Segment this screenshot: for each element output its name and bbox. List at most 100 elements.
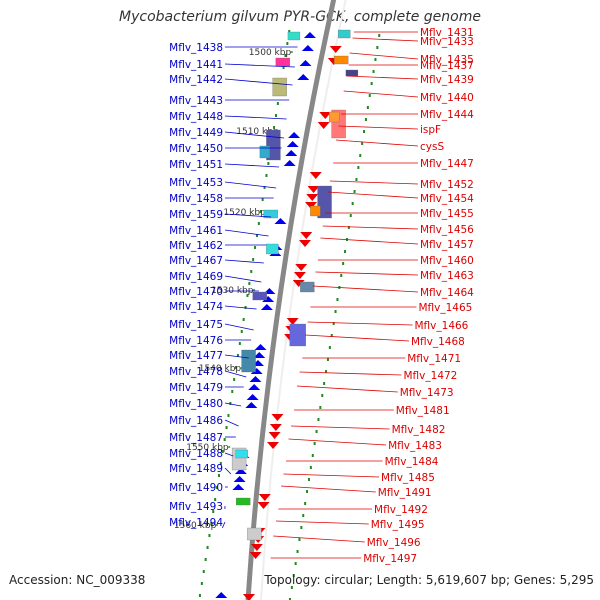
inner-track-dot [214, 498, 217, 501]
kbp-tick-label: 1520 kbp [223, 208, 266, 218]
inner-track-dot [248, 282, 251, 285]
reverse-gene-label: Mflv_1454 [420, 193, 474, 205]
gene-feature-box [317, 185, 332, 219]
forward-gene-arrow [288, 132, 301, 138]
reverse-gene-label: Mflv_1468 [411, 336, 465, 348]
reverse-gene-label: Mflv_1447 [420, 158, 474, 170]
reverse-gene-label: Mflv_1481 [396, 405, 450, 417]
reverse-gene-leader [307, 321, 413, 326]
reverse-gene-leader [315, 271, 419, 276]
reverse-gene-label: Mflv_1484 [385, 456, 439, 468]
outer-track-dot [290, 586, 293, 589]
forward-gene-label: Mflv_1459 [169, 209, 223, 221]
reverse-gene-leader [322, 225, 419, 230]
gene-feature-box [266, 243, 279, 255]
outer-track-dot [311, 454, 314, 457]
outer-track-dot [326, 358, 329, 361]
outer-track-dot [378, 34, 381, 37]
forward-gene-label: Mflv_1469 [169, 271, 223, 283]
forward-gene-arrow [283, 160, 296, 166]
gene-feature-box [247, 527, 262, 541]
reverse-gene-label: Mflv_1444 [420, 109, 474, 121]
forward-gene-arrow [234, 468, 247, 474]
forward-gene-leader [224, 452, 234, 457]
forward-gene-label: Mflv_1478 [169, 366, 223, 378]
reverse-gene-label: Mflv_1472 [404, 370, 458, 382]
reverse-gene-arrow [271, 414, 284, 421]
reverse-gene-arrow [306, 194, 319, 201]
reverse-gene-label: Mflv_1439 [420, 74, 474, 86]
inner-track-dot [261, 198, 264, 201]
reverse-gene-label: Mflv_1466 [415, 320, 469, 332]
inner-track-dot [223, 438, 226, 441]
reverse-gene-label: Mflv_1491 [378, 487, 432, 499]
reverse-gene-label: Mflv_1483 [388, 440, 442, 452]
gene-feature-box [275, 57, 290, 67]
reverse-gene-leader [329, 180, 419, 185]
forward-gene-arrow [232, 484, 245, 490]
reverse-gene-leader [299, 371, 402, 376]
outer-track-dot [315, 430, 318, 433]
inner-track-dot [198, 594, 201, 597]
outer-track-dot [351, 202, 354, 205]
forward-gene-label: Mflv_1467 [169, 255, 223, 267]
outer-track-dot [332, 322, 335, 325]
forward-gene-arrow [249, 376, 262, 382]
outer-track-dot [342, 262, 345, 265]
forward-gene-label: Mflv_1487 [169, 432, 223, 444]
gene-feature-box [263, 209, 278, 219]
outer-track-dot [366, 106, 369, 109]
reverse-gene-arrow [309, 172, 322, 179]
reverse-gene-leader [281, 485, 376, 493]
reverse-gene-arrow [319, 112, 332, 119]
forward-gene-label: Mflv_1461 [169, 225, 223, 237]
forward-gene-label: Mflv_1474 [169, 301, 223, 313]
reverse-gene-leader [276, 520, 369, 525]
outer-track-dot [307, 478, 310, 481]
reverse-gene-leader [288, 438, 387, 446]
reverse-gene-leader [327, 191, 419, 199]
outer-track-dot [349, 214, 352, 217]
reverse-gene-label: Mflv_1463 [420, 270, 474, 282]
inner-track-dot [227, 414, 230, 417]
reverse-gene-label: Mflv_1495 [371, 519, 425, 531]
forward-gene-leader [224, 323, 254, 331]
forward-gene-leader [221, 521, 226, 529]
reverse-gene-arrow [292, 280, 305, 287]
forward-gene-leader [224, 181, 277, 189]
gene-feature-box [338, 29, 351, 39]
reverse-gene-arrow [300, 232, 313, 239]
inner-track-dot [233, 378, 236, 381]
gene-feature-box [272, 77, 287, 97]
reverse-gene-arrow [250, 544, 263, 551]
reverse-gene-label: Mflv_1452 [420, 179, 474, 191]
gene-feature-box [259, 145, 271, 159]
inner-track-dot [252, 258, 255, 261]
forward-gene-label: Mflv_1443 [169, 95, 223, 107]
forward-gene-label: Mflv_1470 [169, 286, 223, 298]
backbone-line [245, 0, 337, 600]
reverse-gene-label: Mflv_1460 [420, 255, 474, 267]
reverse-gene-label: Mflv_1464 [420, 287, 474, 299]
kbp-tick-label: 1560 kbp [174, 521, 217, 531]
reverse-gene-leader [320, 237, 419, 245]
kbp-tick-label: 1550 kbp [186, 443, 229, 453]
gene-feature-box [287, 31, 301, 41]
reverse-gene-label: Mflv_1437 [420, 60, 474, 72]
forward-gene-label: Mflv_1451 [169, 159, 223, 171]
forward-gene-leader [224, 131, 285, 139]
inner-track-dot [235, 366, 238, 369]
reverse-gene-label: Mflv_1435 [420, 54, 474, 66]
forward-gene-leader [224, 275, 262, 283]
forward-gene-arrow [254, 344, 267, 350]
reverse-gene-label: Mflv_1456 [420, 224, 474, 236]
inner-track-dot [238, 342, 241, 345]
reverse-gene-label: Mflv_1455 [420, 208, 474, 220]
outer-track-dot [361, 142, 364, 145]
forward-gene-arrow [285, 150, 298, 156]
forward-gene-label: Mflv_1494 [169, 517, 223, 529]
forward-gene-leader [224, 305, 257, 310]
forward-gene-leader [224, 213, 272, 218]
